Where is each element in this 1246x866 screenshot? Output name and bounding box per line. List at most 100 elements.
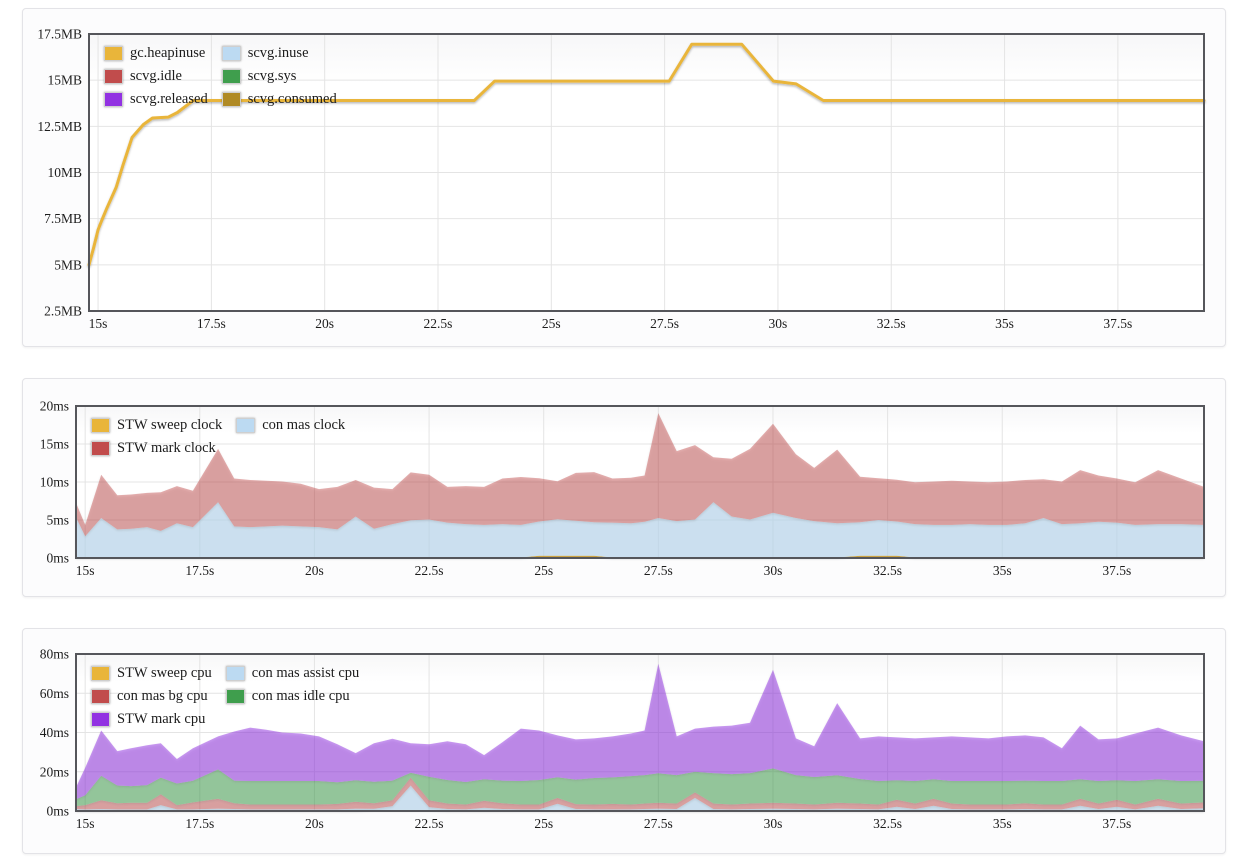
y-axis-tick-label: 15ms (40, 437, 69, 452)
legend-color-swatch (91, 689, 110, 704)
x-axis-tick-label: 17.5s (197, 316, 226, 331)
legend-item-gc-heapinuse: gc.heapinuse (104, 42, 208, 65)
x-axis-tick-label: 32.5s (873, 563, 902, 578)
legend-item-scvg-idle: scvg.idle (104, 65, 208, 88)
legend-item-scvg-sys: scvg.sys (221, 65, 337, 88)
legend-label: con mas clock (262, 417, 346, 433)
y-axis-tick-label: 40ms (40, 725, 69, 740)
x-axis-tick-label: 17.5s (185, 816, 214, 831)
y-axis-tick-label: 60ms (40, 686, 69, 701)
x-axis-tick-label: 35s (993, 563, 1012, 578)
area-series-con mas bg cpu (76, 777, 1204, 810)
y-axis-tick-label: 80ms (40, 647, 69, 662)
heap-memory-chart: 15s 17.5s 20s 22.5s 25s 27.5s 30s 32.5s 35s 37.5s… (37, 27, 1206, 331)
x-axis-tick-label: 25s (534, 563, 553, 578)
x-axis-tick-label: 37.5s (1102, 563, 1131, 578)
x-axis-tick-label: 27.5s (644, 816, 673, 831)
x-axis-tick-label: 37.5s (1103, 316, 1132, 331)
legend-label: STW mark clock (117, 440, 216, 456)
legend-label: con mas idle cpu (251, 688, 350, 704)
y-axis-tick-label: 5MB (54, 257, 82, 272)
legend-color-swatch (221, 92, 241, 107)
area-series-STW mark cpu (76, 663, 1204, 800)
legend-label: STW sweep cpu (117, 665, 212, 681)
legend-label: scvg.inuse (247, 45, 309, 61)
gc-pause-cpu-chart-panel: 15s 17.5s 20s 22.5s 25s 27.5s 30s 32.5s 35s 37.5s… (22, 628, 1226, 854)
x-axis-tick-label: 25s (534, 816, 553, 831)
legend-item-con-mas-assist-cpu: con mas assist cpu (225, 662, 359, 685)
legend-label: scvg.consumed (247, 91, 337, 107)
gc-pause-clock-chart-legend: STW sweep clock STW mark clock con mas clo… (91, 414, 345, 460)
legend-label: con mas bg cpu (117, 688, 208, 704)
area-series-STW mark clock (76, 413, 1204, 537)
gc-pause-clock-chart-panel: 15s 17.5s 20s 22.5s 25s 27.5s 30s 32.5s 35s 37.5s… (22, 378, 1226, 597)
x-axis-tick-label: 20s (315, 316, 334, 331)
y-axis-tick-label: 5ms (46, 513, 69, 528)
legend-color-swatch (91, 418, 110, 433)
legend-color-swatch (104, 92, 123, 107)
y-axis-tick-label: 0ms (46, 551, 69, 566)
legend-label: STW sweep clock (117, 417, 223, 433)
x-axis-tick-label: 27.5s (644, 563, 673, 578)
y-axis-tick-label: 10MB (47, 165, 82, 180)
plot-border (75, 405, 1205, 559)
heap-memory-chart-panel: 15s 17.5s 20s 22.5s 25s 27.5s 30s 32.5s 35s 37.5s… (22, 8, 1226, 347)
gc-pause-cpu-chart: 15s 17.5s 20s 22.5s 25s 27.5s 30s 32.5s 35s 37.5s… (40, 647, 1205, 831)
y-axis-tick-label: 20ms (40, 399, 69, 414)
legend-color-swatch (236, 418, 256, 433)
y-axis-tick-label: 15MB (47, 73, 82, 88)
x-axis-tick-label: 22.5s (415, 816, 444, 831)
legend-color-swatch (225, 689, 245, 704)
x-axis-tick-label: 15s (76, 563, 95, 578)
x-axis-tick-label: 20s (305, 816, 324, 831)
area-series-con mas clock (76, 502, 1204, 558)
legend-color-swatch (91, 712, 110, 727)
x-axis-tick-label: 25s (542, 316, 561, 331)
legend-label: scvg.idle (130, 68, 182, 84)
x-axis-tick-label: 30s (769, 316, 788, 331)
gc-pause-clock-chart: 15s 17.5s 20s 22.5s 25s 27.5s 30s 32.5s 35s 37.5s… (40, 399, 1205, 578)
legend-item-con-mas-bg-cpu: con mas bg cpu (91, 685, 212, 708)
x-axis-tick-label: 35s (993, 816, 1012, 831)
legend-item-STW-mark-cpu: STW mark cpu (91, 708, 212, 731)
legend-color-swatch (104, 46, 123, 61)
legend-item-scvg-released: scvg.released (104, 88, 208, 111)
legend-item-con-mas-idle-cpu: con mas idle cpu (225, 685, 360, 708)
area-series-con mas assist cpu (76, 785, 1204, 811)
legend-label: gc.heapinuse (130, 45, 206, 61)
area-series-con mas idle cpu (76, 768, 1204, 807)
legend-color-swatch (225, 666, 245, 681)
plot-border (88, 33, 1205, 312)
x-axis-tick-label: 17.5s (185, 563, 214, 578)
legend-color-swatch (104, 69, 123, 84)
y-axis-tick-label: 12.5MB (37, 119, 82, 134)
x-axis-tick-label: 30s (764, 563, 783, 578)
y-axis-tick-label: 7.5MB (44, 211, 82, 226)
legend-label: STW mark cpu (117, 711, 206, 727)
legend-color-swatch (91, 441, 110, 456)
legend-item-scvg-inuse: scvg.inuse (221, 42, 337, 65)
x-axis-tick-label: 37.5s (1102, 816, 1131, 831)
legend-label: scvg.sys (247, 68, 297, 84)
legend-item-STW-mark-clock: STW mark clock (91, 437, 222, 460)
x-axis-tick-label: 30s (764, 816, 783, 831)
legend-item-STW-sweep-cpu: STW sweep cpu (91, 662, 212, 685)
x-axis-tick-label: 22.5s (424, 316, 453, 331)
x-axis-tick-label: 15s (89, 316, 108, 331)
x-axis-tick-label: 20s (305, 563, 324, 578)
plot-border (75, 653, 1205, 812)
legend-label: scvg.released (130, 91, 208, 107)
gc-pause-cpu-chart-legend: STW sweep cpu con mas bg cpu STW mark cpu c… (91, 662, 359, 731)
line-series-gc.heapinuse (87, 42, 1206, 267)
x-axis-tick-label: 15s (76, 816, 95, 831)
y-axis-tick-label: 0ms (46, 804, 69, 819)
x-axis-tick-label: 22.5s (415, 563, 444, 578)
y-axis-tick-label: 17.5MB (37, 27, 82, 42)
legend-item-scvg-consumed: scvg.consumed (221, 88, 337, 111)
x-axis-tick-label: 32.5s (873, 816, 902, 831)
y-axis-tick-label: 20ms (40, 764, 69, 779)
y-axis-tick-label: 10ms (40, 475, 69, 490)
legend-item-con-mas-clock: con mas clock (236, 414, 345, 437)
legend-item-STW-sweep-clock: STW sweep clock (91, 414, 222, 437)
